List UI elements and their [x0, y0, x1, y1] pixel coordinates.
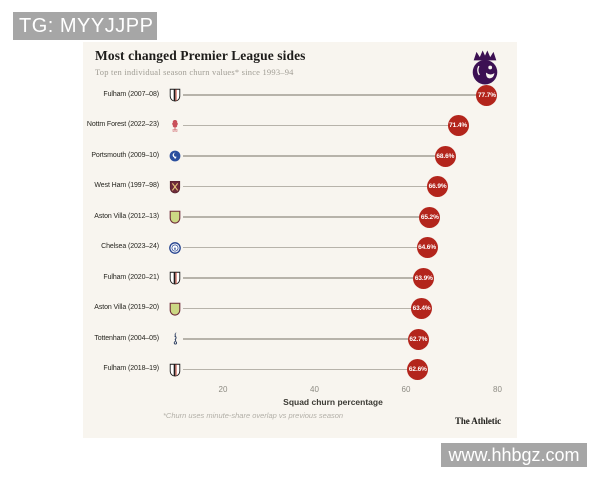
west-ham-badge-icon: [169, 180, 181, 194]
x-tick-label: 60: [401, 385, 411, 394]
value-dot: 62.6%: [407, 359, 429, 380]
team-label: Nottm Forest (2022–23): [86, 121, 159, 128]
fulham-badge-icon: [169, 88, 181, 102]
lollipop-line: [183, 124, 459, 127]
lollipop-line: [183, 368, 418, 371]
nottm-forest-badge-icon: [169, 119, 181, 133]
site-watermark: www.hhbgz.com: [441, 443, 587, 467]
header-watermark-label: TG: MYYJJPP: [19, 15, 154, 37]
value-dot: 65.2%: [419, 206, 441, 228]
aston-villa-badge-icon: [169, 302, 181, 316]
team-label: Aston Villa (2019–20): [94, 304, 159, 311]
fulham-badge-icon: [169, 363, 181, 377]
lollipop-line: [183, 155, 446, 157]
site-watermark-label: www.hhbgz.com: [448, 445, 580, 465]
value-dot: 63.9%: [413, 267, 435, 289]
x-axis-label: Squad churn percentage: [283, 397, 383, 407]
aston-villa-badge-icon: [169, 210, 181, 224]
value-dot: 77.7%: [476, 84, 498, 106]
team-label: Portsmouth (2009–10): [91, 151, 159, 159]
value-dot: 64.6%: [416, 237, 438, 258]
chart-panel: Most changed Premier League sides Top te…: [83, 42, 517, 438]
header-watermark: TG: MYYJJPP: [13, 12, 157, 40]
premier-league-lion-icon: [472, 50, 498, 85]
lollipop-line: [183, 94, 487, 96]
lollipop-line: [183, 216, 430, 218]
chart-subtitle: Top ten individual season churn values* …: [95, 67, 294, 77]
team-label: Tottenham (2004–05): [94, 334, 159, 342]
team-label: Aston Villa (2012–13): [94, 212, 159, 220]
portsmouth-badge-icon: [169, 149, 181, 163]
lollipop-line: [183, 338, 419, 340]
value-dot: 66.9%: [427, 176, 449, 197]
x-tick-label: 20: [218, 385, 228, 394]
tottenham-badge-icon: [169, 332, 181, 346]
team-label: West Ham (1997–98): [94, 182, 159, 189]
chelsea-badge-icon: [169, 241, 181, 255]
team-label: Fulham (2018–19): [103, 365, 159, 372]
x-tick-label: 80: [493, 385, 502, 394]
team-label: Fulham (2020–21): [103, 273, 159, 281]
value-dot: 62.7%: [407, 328, 429, 350]
chart-title: Most changed Premier League sides: [95, 48, 306, 63]
x-tick-label: 40: [310, 385, 319, 394]
lollipop-line: [183, 185, 438, 188]
lollipop-line: [183, 307, 422, 310]
fulham-badge-icon: [169, 271, 181, 285]
value-dot: 63.4%: [411, 298, 433, 319]
the-athletic-logo: The Athletic: [454, 416, 501, 426]
lollipop-line: [183, 246, 428, 249]
value-dot: 68.6%: [434, 145, 456, 167]
lollipop-line: [183, 277, 424, 279]
team-label: Chelsea (2023–24): [101, 243, 159, 250]
team-label: Fulham (2007–08): [103, 90, 159, 98]
chart-footnote: *Churn uses minute-share overlap vs prev…: [163, 411, 344, 420]
value-dot: 71.4%: [447, 115, 469, 136]
